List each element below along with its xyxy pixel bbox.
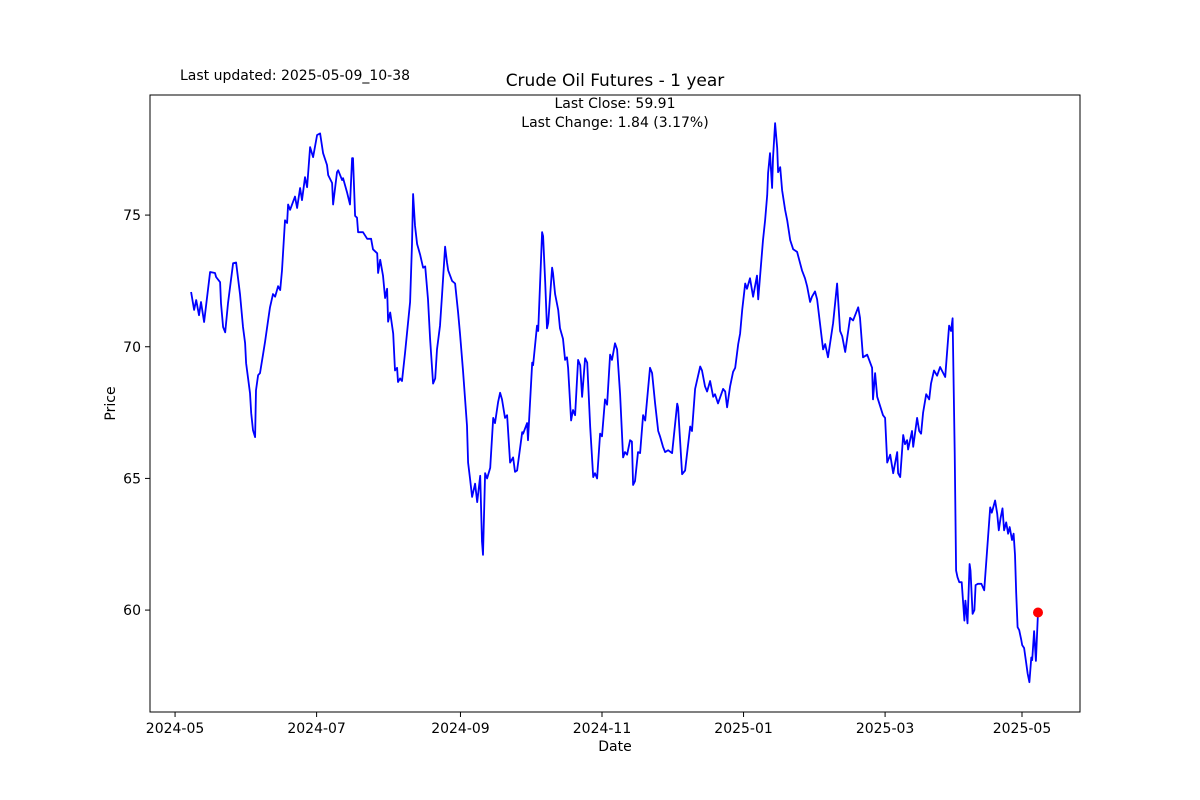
x-tick-label: 2024-05 — [146, 721, 205, 737]
price-line — [190, 122, 1039, 684]
x-tick-label: 2024-07 — [287, 721, 346, 737]
x-tick-label: 2025-03 — [856, 721, 915, 737]
y-tick-label: 75 — [123, 208, 141, 224]
x-tick-label: 2024-09 — [431, 721, 490, 737]
last-change-text: Last Change: 1.84 (3.17%) — [521, 115, 709, 131]
x-tick-label: 2025-05 — [993, 721, 1052, 737]
chart-title: Crude Oil Futures - 1 year — [505, 71, 725, 91]
last-close-annotation: Last Close: 59.91 Last Change: 1.84 (3.1… — [150, 95, 1080, 133]
plot-border — [149, 94, 1081, 713]
y-tick-label: 70 — [123, 340, 141, 356]
x-tick-label: 2025-01 — [714, 721, 773, 737]
last-close-text: Last Close: 59.91 — [554, 96, 676, 112]
y-axis-label: Price — [103, 386, 119, 420]
x-axis-label: Date — [598, 739, 631, 755]
x-tick-label: 2024-11 — [573, 721, 632, 737]
y-tick-label: 60 — [123, 603, 141, 619]
last-updated-text: Last updated: 2025-05-09_10-38 — [180, 68, 411, 84]
y-tick-label: 65 — [123, 471, 141, 487]
last-close-marker — [1033, 607, 1043, 618]
